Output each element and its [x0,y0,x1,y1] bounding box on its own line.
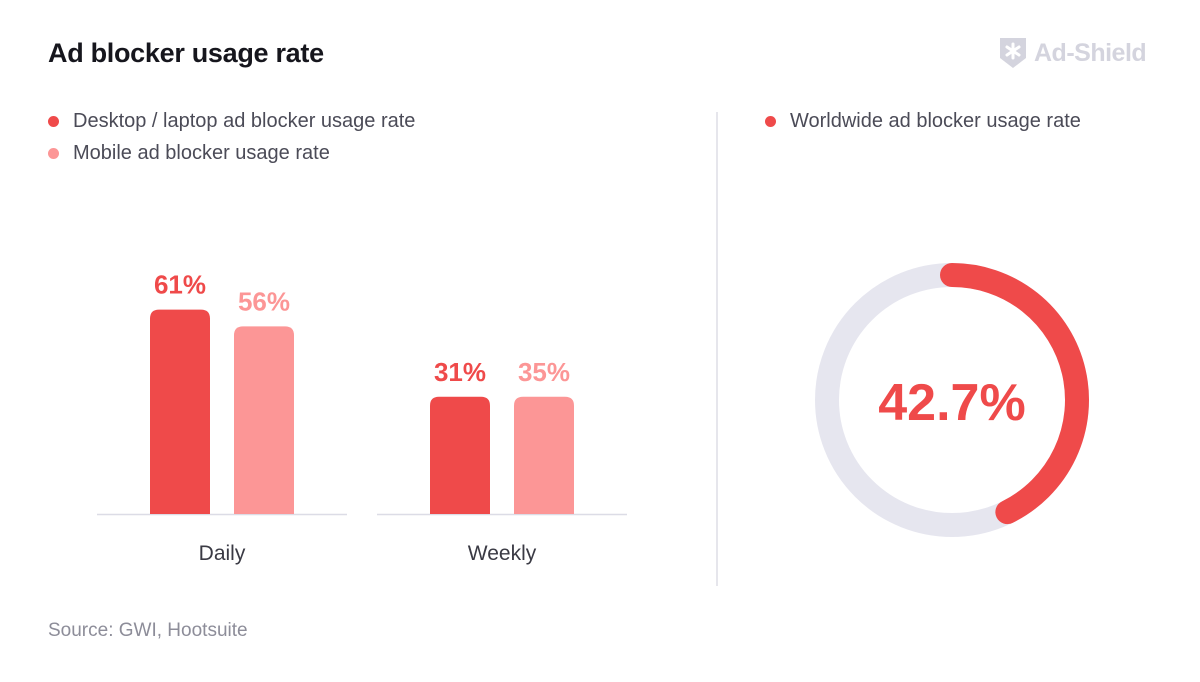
data-label: 61% [154,270,206,300]
bar [234,326,294,514]
divider [716,112,718,586]
shield-icon [1000,38,1026,68]
data-label: 35% [518,357,570,387]
category-label: Weekly [468,542,537,565]
legend-dot-worldwide [765,116,776,127]
page-title: Ad blocker usage rate [48,38,324,68]
legend-label-worldwide: Worldwide ad blocker usage rate [790,110,1081,132]
ad-shield-logo: Ad-Shield [998,36,1147,70]
donut-arc [940,263,1089,525]
legend-worldwide: Worldwide ad blocker usage rate [765,110,1081,133]
data-label: 56% [238,286,290,316]
source-note: Source: GWI, Hootsuite [48,620,248,641]
bar [514,396,574,514]
donut-value-label: 42.7% [878,374,1025,432]
bar [150,309,210,514]
logo-text: Ad-Shield [1034,38,1147,67]
legend-dot-desktop [48,116,59,127]
legend-mobile: Mobile ad blocker usage rate [48,142,330,165]
data-label: 31% [434,357,486,387]
bar [430,396,490,514]
legend-label-desktop: Desktop / laptop ad blocker usage rate [73,110,416,132]
legend-dot-mobile [48,148,59,159]
legend-label-mobile: Mobile ad blocker usage rate [73,142,330,164]
legend-desktop: Desktop / laptop ad blocker usage rate [48,110,415,133]
category-label: Daily [199,542,246,565]
